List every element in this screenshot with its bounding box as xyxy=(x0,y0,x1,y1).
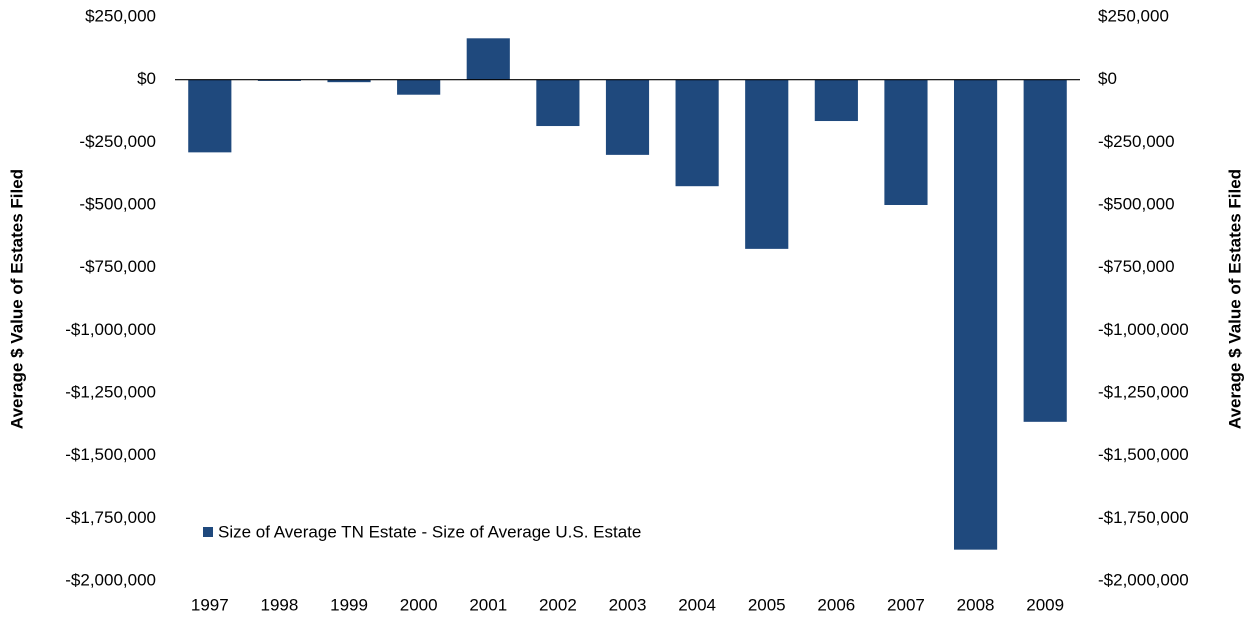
bar xyxy=(327,79,371,83)
y2-tick-label: -$1,250,000 xyxy=(1098,382,1189,401)
x-tick-label: 2004 xyxy=(678,595,716,614)
y-tick-label: $0 xyxy=(137,69,156,88)
y-tick-label: -$500,000 xyxy=(79,194,156,213)
bar xyxy=(536,79,580,127)
y2-tick-label: -$250,000 xyxy=(1098,132,1175,151)
y-tick-label: -$1,250,000 xyxy=(65,382,156,401)
bar xyxy=(884,79,928,205)
x-tick-label: 1997 xyxy=(191,595,229,614)
bar xyxy=(953,79,998,550)
bar xyxy=(466,38,510,80)
x-tick-label: 1999 xyxy=(330,595,368,614)
y-tick-label: -$2,000,000 xyxy=(65,570,156,589)
y2-tick-label: -$1,000,000 xyxy=(1098,320,1189,339)
y-tick-label: $250,000 xyxy=(85,6,156,25)
x-tick-label: 2009 xyxy=(1026,595,1064,614)
y-tick-label: -$1,000,000 xyxy=(65,320,156,339)
y2-tick-label: $0 xyxy=(1098,69,1117,88)
y-tick-label: -$1,750,000 xyxy=(65,508,156,527)
legend-label: Size of Average TN Estate - Size of Aver… xyxy=(218,522,641,541)
bar xyxy=(257,79,302,81)
x-tick-label: 2007 xyxy=(887,595,925,614)
x-tick-label: 2005 xyxy=(748,595,786,614)
bar xyxy=(1023,79,1067,422)
y2-tick-label: -$1,500,000 xyxy=(1098,445,1189,464)
x-tick-label: 1998 xyxy=(261,595,299,614)
y2-axis-title: Average $ Value of Estates Filed xyxy=(1225,169,1244,429)
x-tick-label: 2008 xyxy=(957,595,995,614)
y2-tick-label: -$500,000 xyxy=(1098,194,1175,213)
y2-tick-label: -$2,000,000 xyxy=(1098,570,1189,589)
y2-tick-label: -$750,000 xyxy=(1098,257,1175,276)
y-tick-label: -$250,000 xyxy=(79,132,156,151)
y2-tick-label: $250,000 xyxy=(1098,6,1169,25)
bar xyxy=(814,79,858,122)
bar xyxy=(675,79,719,187)
bar xyxy=(397,79,441,95)
bar xyxy=(605,79,650,155)
x-tick-label: 2002 xyxy=(539,595,577,614)
y2-tick-label: -$1,750,000 xyxy=(1098,508,1189,527)
bar xyxy=(745,79,789,249)
x-tick-label: 2001 xyxy=(469,595,507,614)
y-tick-label: -$750,000 xyxy=(79,257,156,276)
y-axis-title: Average $ Value of Estates Filed xyxy=(7,169,26,429)
x-tick-label: 2000 xyxy=(400,595,438,614)
legend-swatch xyxy=(203,527,213,537)
y-tick-label: -$1,500,000 xyxy=(65,445,156,464)
x-tick-label: 2003 xyxy=(609,595,647,614)
bar xyxy=(188,79,232,153)
x-tick-label: 2006 xyxy=(817,595,855,614)
